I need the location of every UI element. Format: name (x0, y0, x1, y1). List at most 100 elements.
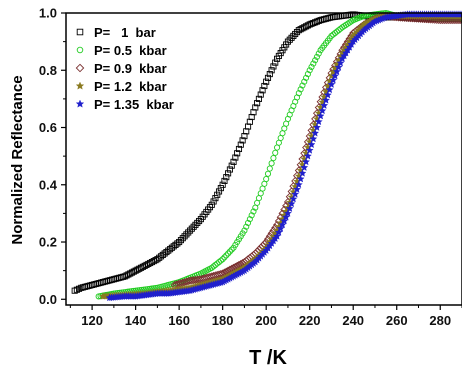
data-point (315, 50, 322, 57)
data-point (301, 78, 308, 85)
data-point (309, 134, 318, 143)
data-point (264, 170, 272, 177)
legend-label: P= 0.9 kbar (94, 61, 167, 76)
data-point (219, 181, 226, 188)
data-point (312, 123, 321, 131)
data-point (244, 219, 252, 226)
x-tick-label: 260 (386, 313, 408, 328)
data-point (270, 154, 277, 162)
data-point (241, 227, 248, 234)
data-point (313, 53, 320, 60)
data-point (329, 76, 338, 84)
data-point (219, 256, 226, 263)
data-point (314, 117, 323, 126)
data-point (235, 145, 243, 153)
data-point (221, 254, 228, 261)
data-point (283, 209, 292, 217)
y-tick-label: 0.8 (39, 63, 57, 78)
data-point (223, 252, 230, 259)
data-point (263, 78, 270, 85)
data-point (318, 106, 327, 115)
data-point (308, 63, 315, 70)
data-point (176, 238, 183, 246)
legend-label: P= 1.2 kbar (94, 79, 167, 94)
x-tick-label: 180 (212, 313, 234, 328)
data-point (274, 228, 283, 236)
y-tick-label: 0.2 (39, 235, 57, 250)
data-point (292, 30, 299, 38)
x-tick-label: 160 (168, 313, 190, 328)
x-tick-label: 140 (125, 313, 147, 328)
data-point (322, 96, 330, 104)
data-point (302, 157, 311, 166)
data-point (225, 250, 232, 257)
data-point (186, 227, 194, 234)
data-point (303, 74, 310, 81)
legend-item: P= 1.35 kbar (75, 97, 174, 112)
data-point (217, 185, 224, 192)
data-point (208, 201, 215, 208)
data-point (280, 216, 289, 225)
data-point (232, 154, 239, 161)
legend-item: P= 0.9 kbar (75, 61, 167, 76)
data-point (194, 219, 201, 226)
data-point (295, 90, 302, 97)
x-axis: 120 140 160 180 200 220 240 260 280 (69, 305, 462, 328)
data-point (311, 129, 320, 137)
data-point (298, 169, 307, 177)
data-point (300, 163, 309, 171)
data-point (150, 258, 157, 265)
data-point (228, 246, 235, 253)
data-point (290, 32, 297, 39)
data-point (293, 185, 301, 193)
data-point (210, 198, 217, 205)
y-tick-label: 0.4 (39, 177, 58, 192)
data-point (75, 81, 85, 90)
data-point (183, 231, 190, 238)
data-point (181, 233, 188, 240)
data-point (306, 67, 313, 74)
data-point (75, 63, 85, 73)
data-point (272, 59, 279, 66)
data-point (307, 140, 316, 149)
data-point (268, 67, 275, 74)
data-point (214, 191, 221, 198)
data-point (76, 28, 84, 36)
data-point (237, 141, 244, 148)
x-tick-label: 120 (81, 313, 103, 328)
legend: P= 1 bar P= 0.5 kbar P= 0.9 kbar P= 1.2 kba… (75, 25, 174, 112)
data-point (331, 71, 340, 80)
data-point (327, 80, 336, 88)
data-point (334, 63, 343, 71)
data-point (325, 85, 334, 94)
data-point (252, 104, 259, 111)
data-point (223, 174, 230, 181)
data-point (76, 46, 84, 54)
data-point (255, 95, 262, 102)
y-tick-label: 0.6 (39, 120, 57, 135)
data-point (259, 87, 266, 94)
data-point (288, 34, 295, 41)
data-point (185, 229, 192, 236)
data-point (250, 208, 257, 215)
data-point (217, 257, 224, 264)
legend-label: P= 1.35 kbar (94, 97, 174, 112)
legend-label: P= 0.5 kbar (94, 43, 167, 58)
data-point (282, 213, 291, 221)
y-axis-title: Normalized Reflectance (9, 75, 26, 244)
legend-item: P= 1 bar (76, 25, 156, 40)
data-point (246, 216, 253, 223)
legend-item: P= 0.5 kbar (76, 43, 167, 58)
data-point (261, 82, 268, 90)
data-point (257, 91, 264, 98)
data-point (299, 82, 306, 89)
data-point (285, 204, 294, 212)
data-point (304, 71, 311, 78)
y-axis: 0.0 0.2 0.4 0.6 0.8 1.0 (39, 6, 66, 307)
data-point (312, 57, 319, 64)
data-point (284, 38, 291, 45)
data-point (332, 67, 341, 76)
data-point (190, 223, 197, 230)
data-point (268, 160, 275, 167)
